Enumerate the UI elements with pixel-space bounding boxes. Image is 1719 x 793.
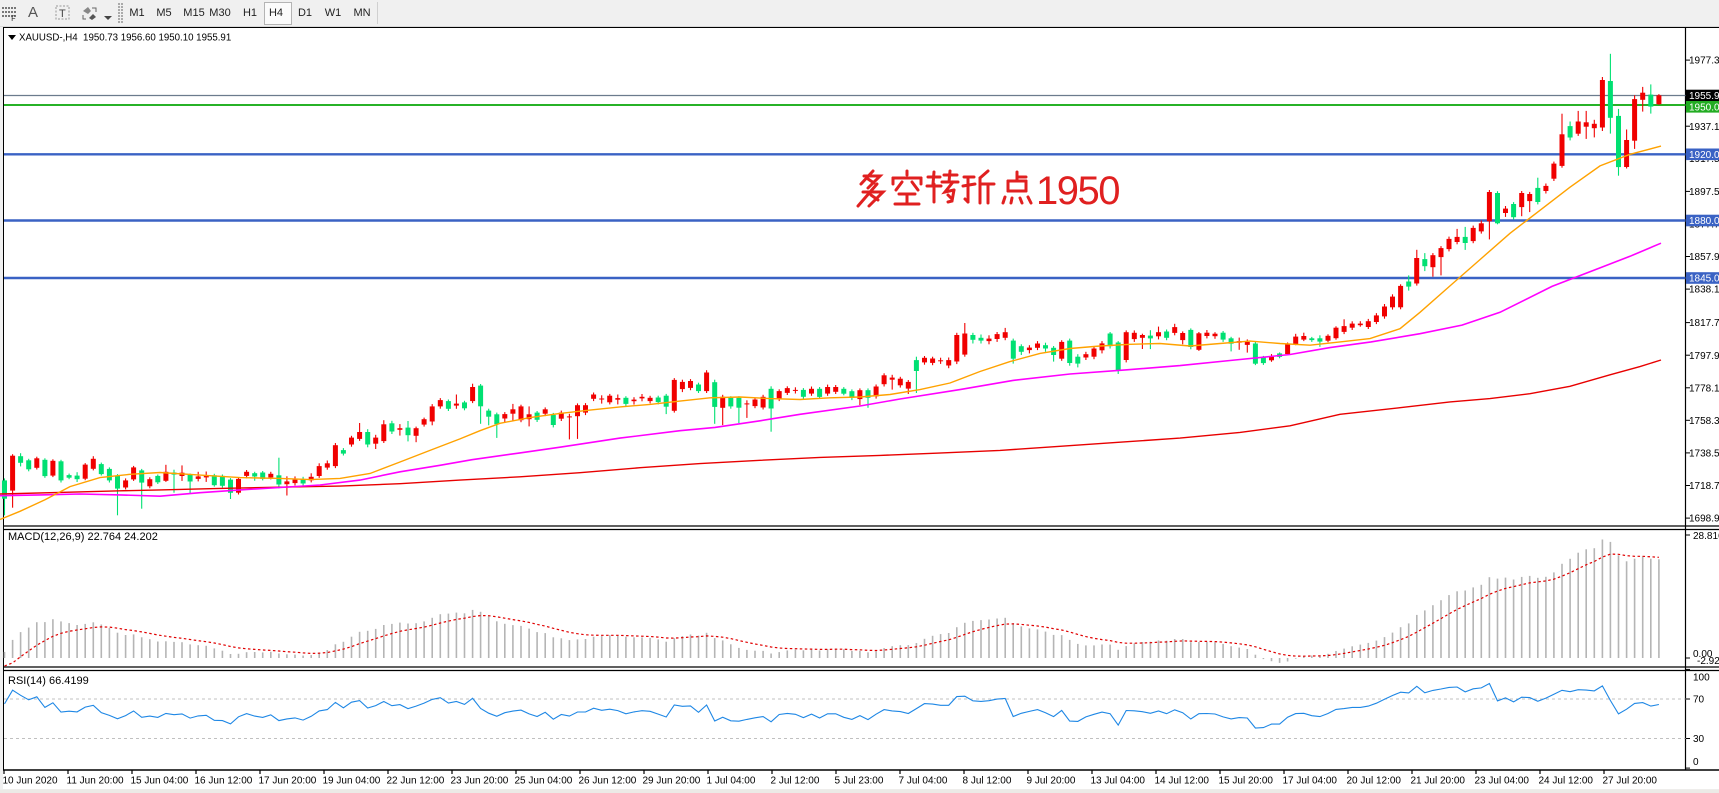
svg-text:1 Jul 04:00: 1 Jul 04:00: [707, 776, 756, 787]
svg-text:1920.0: 1920.0: [1689, 150, 1719, 161]
svg-text:29 Jun 20:00: 29 Jun 20:00: [643, 776, 701, 787]
svg-text:1758.3: 1758.3: [1689, 416, 1719, 427]
svg-text:11 Jun 20:00: 11 Jun 20:00: [67, 776, 125, 787]
svg-text:1797.9: 1797.9: [1689, 351, 1719, 362]
svg-text:15 Jun 04:00: 15 Jun 04:00: [131, 776, 189, 787]
svg-text:1718.7: 1718.7: [1689, 481, 1719, 492]
svg-text:1857.9: 1857.9: [1689, 252, 1719, 263]
svg-text:-2.925: -2.925: [1697, 656, 1719, 667]
svg-text:10 Jun 2020: 10 Jun 2020: [3, 776, 58, 787]
svg-text:1738.5: 1738.5: [1689, 449, 1719, 460]
svg-text:16 Jun 12:00: 16 Jun 12:00: [195, 776, 253, 787]
svg-text:1817.7: 1817.7: [1689, 318, 1719, 329]
svg-text:17 Jul 04:00: 17 Jul 04:00: [1283, 776, 1338, 787]
svg-text:1880.0: 1880.0: [1689, 216, 1719, 227]
svg-text:27 Jul 20:00: 27 Jul 20:00: [1603, 776, 1658, 787]
svg-text:15 Jul 20:00: 15 Jul 20:00: [1219, 776, 1274, 787]
svg-text:17 Jun 20:00: 17 Jun 20:00: [259, 776, 317, 787]
svg-text:24 Jul 12:00: 24 Jul 12:00: [1539, 776, 1594, 787]
svg-text:0: 0: [1693, 757, 1699, 768]
svg-text:1977.3: 1977.3: [1689, 56, 1719, 67]
svg-text:MACD(12,26,9) 22.764 24.202: MACD(12,26,9) 22.764 24.202: [8, 531, 158, 543]
svg-text:1838.1: 1838.1: [1689, 285, 1719, 296]
svg-text:14 Jul 12:00: 14 Jul 12:00: [1155, 776, 1210, 787]
svg-text:100: 100: [1693, 672, 1710, 683]
svg-text:1950.0: 1950.0: [1689, 102, 1719, 113]
svg-text:1845.0: 1845.0: [1689, 274, 1719, 285]
svg-text:21 Jul 20:00: 21 Jul 20:00: [1411, 776, 1466, 787]
svg-text:28.816: 28.816: [1693, 531, 1719, 542]
svg-text:9 Jul 20:00: 9 Jul 20:00: [1027, 776, 1076, 787]
svg-text:XAUUSD-,H4 1950.73 1956.60 19: XAUUSD-,H4 1950.73 1956.60 1950.10 1955.…: [19, 33, 231, 44]
svg-text:T: T: [59, 8, 66, 20]
svg-text:70: 70: [1693, 695, 1705, 706]
svg-text:19 Jun 04:00: 19 Jun 04:00: [323, 776, 381, 787]
svg-text:1897.5: 1897.5: [1689, 187, 1719, 198]
svg-text:26 Jun 12:00: 26 Jun 12:00: [579, 776, 637, 787]
svg-text:23 Jul 04:00: 23 Jul 04:00: [1475, 776, 1530, 787]
svg-text:1955.9: 1955.9: [1689, 91, 1719, 102]
svg-text:1950: 1950: [1036, 169, 1119, 213]
svg-text:1937.1: 1937.1: [1689, 122, 1719, 133]
svg-text:F: F: [11, 15, 16, 22]
svg-text:13 Jul 04:00: 13 Jul 04:00: [1091, 776, 1146, 787]
svg-text:8 Jul 12:00: 8 Jul 12:00: [963, 776, 1012, 787]
svg-text:1778.1: 1778.1: [1689, 383, 1719, 394]
svg-text:2 Jul 12:00: 2 Jul 12:00: [771, 776, 820, 787]
svg-text:23 Jun 20:00: 23 Jun 20:00: [451, 776, 509, 787]
svg-text:0.00: 0.00: [1693, 649, 1713, 660]
svg-text:7 Jul 04:00: 7 Jul 04:00: [899, 776, 948, 787]
svg-text:30: 30: [1693, 734, 1705, 745]
svg-text:RSI(14) 66.4199: RSI(14) 66.4199: [8, 675, 89, 687]
svg-text:5 Jul 23:00: 5 Jul 23:00: [835, 776, 884, 787]
svg-text:20 Jul 12:00: 20 Jul 12:00: [1347, 776, 1402, 787]
svg-text:25 Jun 04:00: 25 Jun 04:00: [515, 776, 573, 787]
svg-text:1698.9: 1698.9: [1689, 514, 1719, 525]
svg-text:22 Jun 12:00: 22 Jun 12:00: [387, 776, 445, 787]
